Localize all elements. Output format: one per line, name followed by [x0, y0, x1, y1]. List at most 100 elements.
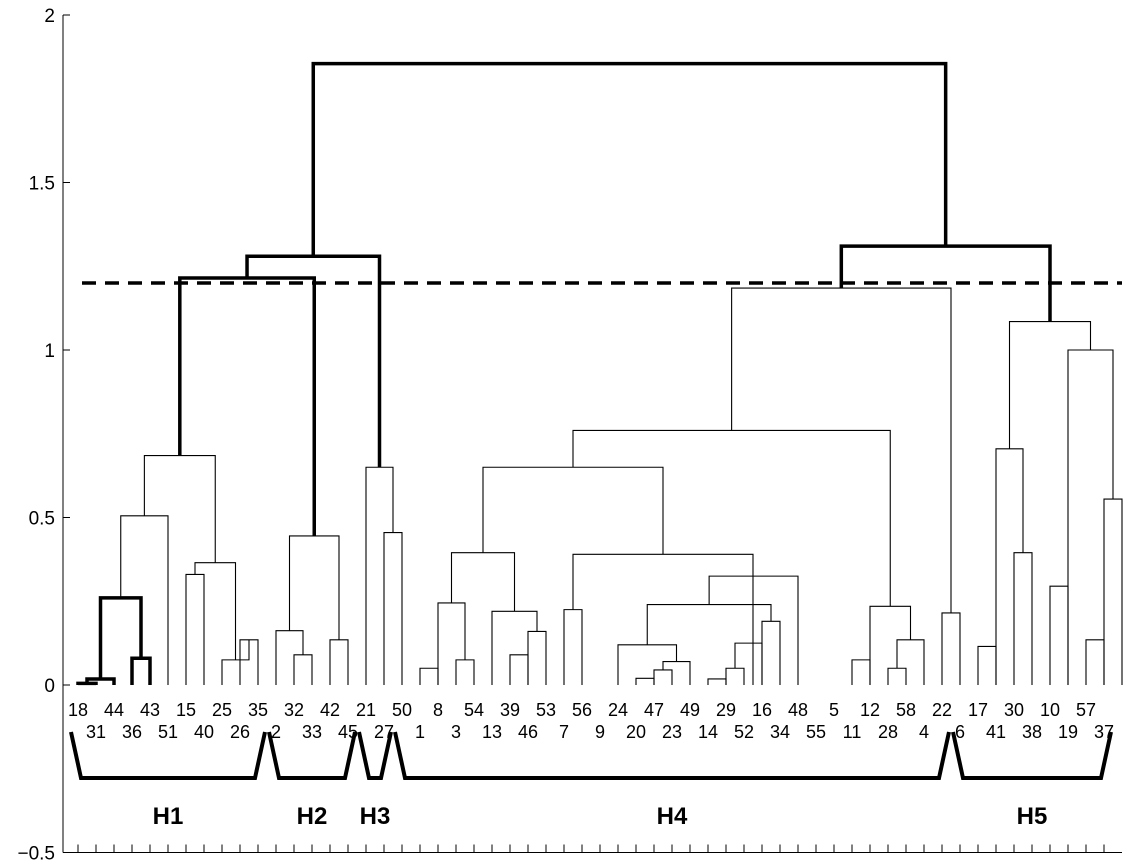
dendrogram-link [761, 620, 781, 685]
dendrogram-link [275, 630, 304, 685]
leaf-label: 14 [698, 722, 718, 742]
leaf-label: 11 [843, 722, 862, 742]
leaf-label: 54 [464, 700, 484, 720]
y-tick-label: 0.5 [29, 509, 55, 530]
dendrogram-link [455, 659, 475, 685]
leaf-label: 26 [230, 722, 250, 742]
leaf-label: 22 [932, 700, 952, 720]
leaf-label: 30 [1004, 700, 1024, 720]
dendrogram-link [527, 630, 547, 685]
dendrogram-link [482, 466, 664, 555]
dendrogram-link [509, 654, 529, 685]
leaf-label: 9 [595, 722, 605, 742]
leaf-label: 23 [662, 722, 682, 742]
leaf-label: 40 [194, 722, 214, 742]
leaf-label: 15 [176, 700, 196, 720]
dendrogram-link [707, 678, 727, 685]
dendrogram-link [143, 454, 216, 563]
leaf-label: 3 [451, 722, 461, 742]
dendrogram-link [293, 654, 313, 685]
leaf-label: 7 [559, 722, 569, 742]
dendrogram-link [1103, 498, 1123, 685]
group-bracket [951, 731, 1113, 780]
leaf-label: 51 [158, 722, 178, 742]
dendrogram-link [572, 429, 891, 607]
y-tick-label: 2 [44, 6, 55, 27]
leaf-label: 58 [896, 700, 916, 720]
dendrogram-link [288, 535, 340, 640]
dendrogram-link [383, 532, 403, 685]
leaf-label: 41 [986, 722, 1006, 742]
dendrogram-link [178, 276, 316, 536]
dendrogram-link [329, 639, 349, 685]
leaf-label: 31 [86, 722, 106, 742]
leaf-label: 29 [716, 700, 736, 720]
dendrogram-link [1085, 639, 1105, 685]
dendrogram-link [725, 667, 745, 685]
y-tick-label: 1.5 [29, 174, 55, 195]
leaf-label: 52 [734, 722, 754, 742]
group-label: H1 [153, 803, 184, 830]
dendrogram-link [1049, 585, 1069, 685]
dendrogram-link [98, 596, 143, 679]
leaf-label: 36 [122, 722, 142, 742]
dendrogram-link [311, 61, 948, 257]
group-brackets: H1 H2 H3 H4 H5 [69, 731, 1113, 830]
leaf-label: 19 [1058, 722, 1078, 742]
dendrogram-link [1013, 552, 1033, 685]
y-tick-label: 0 [44, 676, 55, 697]
dendrogram-link [1067, 349, 1114, 685]
dendrogram-link [365, 466, 394, 685]
leaf-label: 18 [68, 700, 88, 720]
leaf-label: 46 [518, 722, 538, 742]
group-label: H2 [297, 803, 328, 830]
dendrogram-link [977, 645, 997, 685]
leaf-label: 39 [500, 700, 520, 720]
leaf-label: 48 [788, 700, 808, 720]
leaf-label: 6 [955, 722, 965, 742]
dendrogram-link [731, 287, 952, 613]
dendrogram-link [1008, 320, 1092, 449]
group-label: H4 [657, 803, 688, 830]
dendrogram-link [708, 575, 799, 685]
y-tick-label: 1 [44, 341, 55, 362]
leaf-label: 56 [572, 700, 592, 720]
dendrogram-links [76, 61, 1123, 686]
leaf-label: 43 [140, 700, 160, 720]
leaf-label: 24 [608, 700, 628, 720]
leaf-label: 4 [919, 722, 929, 742]
dendrogram-link [419, 667, 439, 685]
dendrogram-link [617, 644, 678, 685]
dendrogram-link [646, 604, 772, 645]
dendrogram-link [491, 610, 538, 685]
leaf-label: 13 [482, 722, 502, 742]
leaf-label: 16 [752, 700, 772, 720]
leaf-label: 1 [415, 722, 425, 742]
leaf-label: 34 [770, 722, 790, 742]
leaf-label: 21 [356, 700, 376, 720]
leaf-label: 10 [1040, 700, 1060, 720]
dendrogram-link [869, 605, 912, 685]
dendrogram-link [887, 667, 907, 685]
leaf-label: 42 [320, 700, 340, 720]
group-bracket [69, 731, 267, 780]
dendrogram-link [185, 573, 205, 685]
leaf-label: 32 [284, 700, 304, 720]
leaf-label: 44 [104, 700, 124, 720]
leaf-label: 12 [860, 700, 880, 720]
leaf-label: 28 [878, 722, 898, 742]
leaf-label: 47 [644, 700, 664, 720]
dendrogram-link [662, 661, 691, 685]
leaf-label: 55 [806, 722, 826, 742]
group-bracket [393, 731, 951, 780]
y-tick-label: −0.5 [17, 844, 55, 865]
dendrogram-link [995, 448, 1024, 685]
dendrogram-link [437, 602, 466, 685]
leaf-label: 50 [392, 700, 412, 720]
leaf-label: 33 [302, 722, 322, 742]
dendrogram-link [635, 677, 655, 685]
dendrogram-link [896, 639, 925, 685]
group-bracket [357, 731, 393, 780]
leaf-label: 2 [271, 722, 281, 742]
